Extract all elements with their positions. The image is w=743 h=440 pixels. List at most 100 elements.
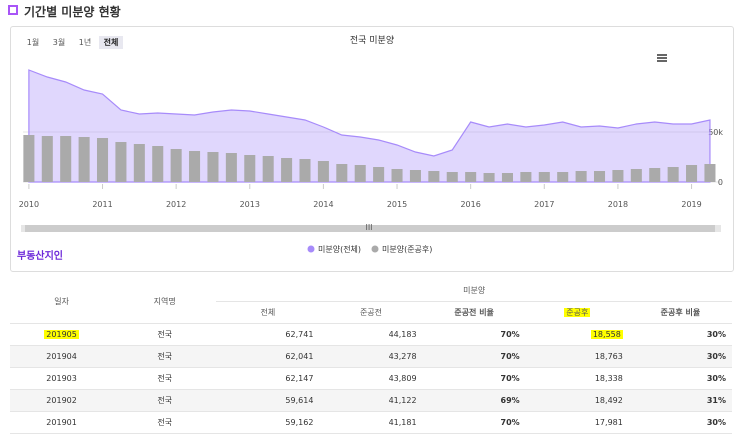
bar [152,146,164,182]
range-button[interactable]: 1년 [79,37,91,47]
cell-text: 18,492 [594,396,623,405]
row: 201902 전국 59,614 41,122 69% 18,492 31% [10,389,732,412]
cell-text: 62,741 [285,330,314,339]
cell: 18,763 [525,345,629,368]
bar [354,165,366,182]
x-tick-label: 2011 [92,200,112,209]
range-button[interactable]: 3월 [53,37,65,47]
x-tick-label: 2016 [460,200,480,209]
cell: 44,183 [319,323,423,346]
bar [317,161,329,182]
legend-marker[interactable] [307,245,315,253]
bar [428,171,440,182]
bar [96,138,109,182]
header-text: 준공후 [564,308,591,317]
bar [704,164,716,182]
bar [538,172,550,182]
cell: 62,147 [216,367,320,390]
bar [446,172,458,182]
x-tick-label: 2017 [534,200,554,209]
bar [78,137,90,182]
header-text: 전체 [260,308,276,317]
cell: 69% [422,389,526,412]
cell: 30% [628,323,732,346]
header: 지역명 [113,280,217,324]
cell-text: 전국 [157,352,173,361]
cell: 59,162 [216,411,320,434]
bar [630,169,642,182]
x-tick-label: 2010 [19,200,39,209]
bar [391,169,403,182]
range-button[interactable]: 1월 [27,37,39,47]
cell: 70% [422,323,526,346]
cell: 70% [422,367,526,390]
bar [575,171,587,182]
cell-text: 31% [706,396,726,405]
bar [189,151,201,182]
bar [60,136,72,182]
bar [520,172,532,182]
cell: 201903 [10,367,114,390]
bar [41,136,53,182]
cell-text: 59,162 [285,418,314,427]
chart-title: 전국 미분양 [350,35,394,46]
x-tick-label: 2013 [240,200,260,209]
scrollbar-thumb[interactable] [25,225,715,232]
scroll-grip: III [365,223,372,232]
row: 201901 전국 59,162 41,181 70% 17,981 30% [10,411,732,434]
cell: 43,809 [319,367,423,390]
bar [649,168,661,182]
cell: 전국 [113,323,217,346]
cell: 전국 [113,345,217,368]
y-tick-label: 0 [718,178,723,187]
bar [281,158,293,182]
cell: 전국 [113,367,217,390]
cell-text: 201905 [44,330,79,339]
cell-text: 43,809 [388,374,417,383]
logo: 부동산지인 [17,249,63,262]
bar [483,173,495,182]
bar [262,156,274,182]
cell-text: 41,122 [388,396,417,405]
header: 준공후 [525,301,629,324]
menu-icon[interactable] [657,54,667,62]
cell: 30% [628,345,732,368]
bar [244,155,256,182]
cell-text: 전국 [157,396,173,405]
cell: 41,181 [319,411,423,434]
bar [557,172,569,182]
cell: 전국 [113,411,217,434]
x-tick-label: 2018 [608,200,628,209]
cell: 201901 [10,411,114,434]
header: 준공후 비율 [628,301,732,324]
cell: 70% [422,345,526,368]
cell: 30% [628,367,732,390]
cell-text: 62,041 [285,352,314,361]
bar [667,167,679,182]
legend-label[interactable]: 미분양(준공후) [382,245,432,254]
x-tick-label: 2014 [313,200,333,209]
bar [593,171,606,182]
header: 준공전 비율 [422,301,526,324]
bar [23,135,35,182]
button-bg[interactable] [99,36,123,49]
x-tick-label: 2019 [681,200,701,209]
range-button[interactable]: 전체 [104,37,119,47]
cell: 201904 [10,345,114,368]
bar [686,165,698,182]
cell: 43,278 [319,345,423,368]
y-tick-label: 50k [708,128,723,137]
legend-marker[interactable] [371,245,379,253]
cell-text: 70% [500,330,520,339]
cell: 30% [628,411,732,434]
row: 201904 전국 62,041 43,278 70% 18,763 30% [10,345,732,368]
bar [373,167,385,182]
cell-text: 62,147 [285,374,314,383]
legend-label[interactable]: 미분양(전체) [318,244,361,254]
area [28,69,711,183]
x-tick-label: 2012 [166,200,186,209]
cell-text: 201904 [46,352,77,361]
cell-text: 18,338 [594,374,623,383]
cell: 31% [628,389,732,412]
cell-text: 70% [500,352,520,361]
